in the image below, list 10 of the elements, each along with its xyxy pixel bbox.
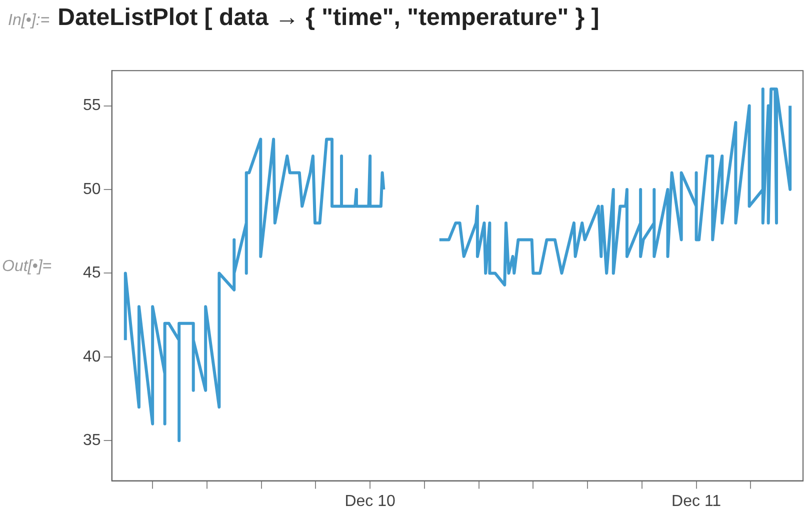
y-tick-label: 40 (83, 348, 101, 366)
y-tick-label: 35 (83, 432, 101, 450)
y-tick-label: 55 (83, 97, 101, 114)
text: In[•]:= (8, 12, 50, 30)
x-tick-label: Dec 10 (344, 492, 396, 510)
y-tick-label: 50 (83, 180, 101, 198)
y-tick-label: 45 (83, 264, 101, 282)
x-tick-label: Dec 11 (672, 492, 722, 510)
text: Out[•]= (2, 258, 52, 276)
chart-title: DateListPlot [ data → { "time", "temperature" } ] (58, 4, 600, 32)
